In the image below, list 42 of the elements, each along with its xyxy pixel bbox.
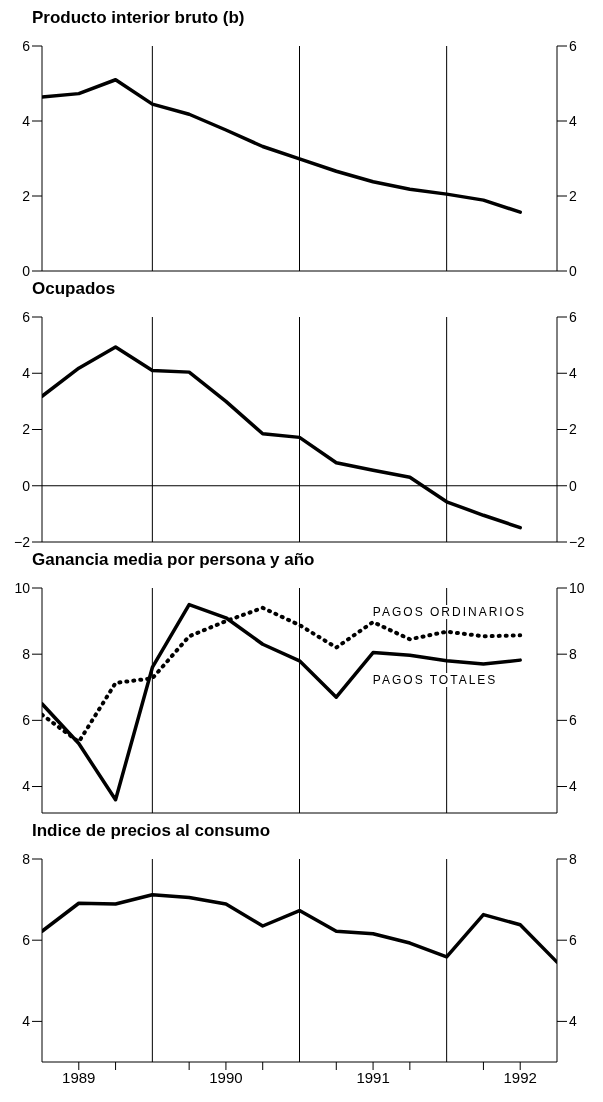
chart-title: Indice de precios al consumo — [31, 821, 272, 842]
y-tick-label: 4 — [22, 365, 31, 382]
y-tick-label: 8 — [22, 646, 31, 663]
y2-tick-label: 6 — [569, 932, 577, 949]
y-tick-label: 10 — [14, 579, 31, 596]
y2-tick-label: 0 — [569, 477, 577, 494]
y-tick-label: 6 — [22, 932, 31, 949]
y2-tick-label: 8 — [569, 850, 577, 867]
y-tick-label: 4 — [22, 1013, 31, 1030]
y-tick-label: 6 — [22, 712, 31, 729]
y-tick-label: 2 — [22, 421, 31, 438]
x-tick-label: 1990 — [209, 1068, 243, 1086]
x-tick-label: 1991 — [356, 1068, 390, 1086]
y2-tick-label: 4 — [569, 778, 577, 795]
y2-tick-label: 6 — [569, 308, 577, 325]
y-tick-label: 0 — [22, 477, 31, 494]
chart-title: Ocupados — [31, 279, 117, 300]
y2-tick-label: 0 — [569, 262, 577, 279]
y2-tick-label: 4 — [569, 112, 577, 129]
y-tick-label: 0 — [22, 262, 31, 279]
series-label: PAGOS ORDINARIOS — [369, 605, 529, 620]
y2-tick-label: 8 — [569, 646, 577, 663]
y2-tick-label: 2 — [569, 421, 577, 438]
y-tick-label: 8 — [22, 850, 31, 867]
chart-title: Producto interior bruto (b) — [31, 8, 246, 29]
y2-tick-label: 10 — [569, 579, 585, 596]
y2-tick-label: 4 — [569, 1013, 577, 1030]
y2-tick-label: 6 — [569, 37, 577, 54]
y-tick-label: 2 — [22, 187, 31, 204]
y-tick-label: −2 — [14, 533, 31, 550]
x-tick-label: 1989 — [62, 1068, 96, 1086]
series-label: PAGOS TOTALES — [369, 673, 501, 688]
y-tick-label: 4 — [22, 778, 31, 795]
x-tick-label: 1992 — [503, 1068, 537, 1086]
y2-tick-label: 2 — [569, 187, 577, 204]
y-tick-label: 4 — [22, 112, 31, 129]
y-tick-label: 6 — [22, 37, 31, 54]
y2-tick-label: 4 — [569, 365, 577, 382]
y2-tick-label: −2 — [569, 533, 586, 550]
chart-title: Ganancia media por persona y año — [31, 550, 316, 571]
y-tick-label: 6 — [22, 308, 31, 325]
y2-tick-label: 6 — [569, 712, 577, 729]
